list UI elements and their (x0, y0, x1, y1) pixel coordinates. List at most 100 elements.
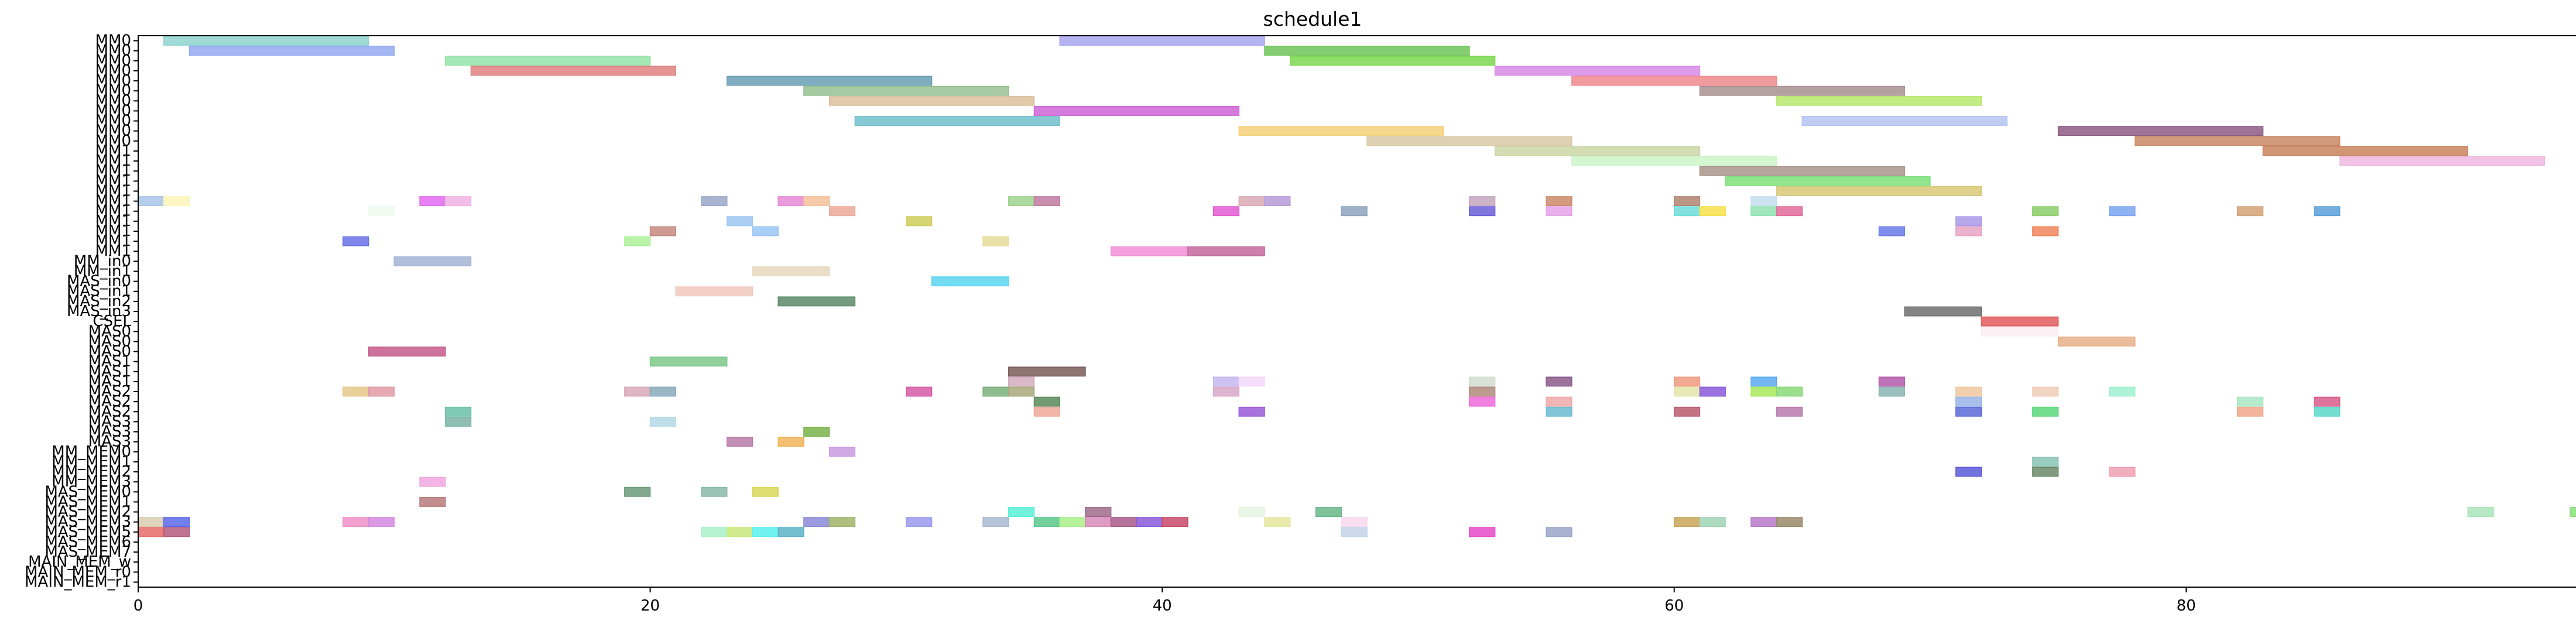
gantt-bar (777, 437, 804, 447)
gantt-bar (2135, 136, 2341, 146)
gantt-bar (1673, 206, 1701, 217)
gantt-bar (1571, 156, 1777, 166)
gantt-bar (1289, 56, 1496, 66)
gantt-bar (906, 386, 933, 397)
y-axis: MM0MM0MM0MM0MM0MM0MM0MM0MM0MM0MM0MM1MM1M… (25, 32, 138, 591)
gantt-bar (1751, 196, 1777, 207)
gantt-bar (1008, 507, 1035, 517)
gantt-bar (2109, 206, 2136, 217)
gantt-bar (2570, 507, 2576, 517)
gantt-bar (1955, 467, 1982, 477)
gantt-bar (1673, 376, 1701, 387)
gantt-bar (1546, 396, 1573, 407)
gantt-bar (368, 347, 446, 357)
gantt-bar (1699, 517, 1726, 527)
gantt-bar (854, 116, 1060, 126)
y-tick-label: MM0 (95, 62, 131, 80)
gantt-bar (1238, 406, 1265, 417)
gantt-bar (1751, 376, 1777, 387)
gantt-bar (777, 196, 804, 207)
gantt-bar (1341, 206, 1368, 217)
y-tick-label: MM1 (95, 182, 131, 200)
y-tick-label: MM0 (95, 52, 131, 70)
gantt-bar (752, 527, 779, 537)
gantt-bar (1110, 246, 1188, 256)
gantt-bar (828, 206, 856, 217)
gantt-bar (2032, 386, 2059, 397)
gantt-bar (1469, 376, 1496, 387)
gantt-bar (419, 477, 446, 487)
gantt-bar (752, 486, 779, 497)
gantt-bar (624, 486, 651, 497)
gantt-bar (444, 416, 472, 427)
gantt-bar (368, 517, 395, 527)
gantt-bar (1212, 206, 1240, 217)
gantt-bar (1008, 196, 1035, 207)
gantt-bar (1033, 105, 1240, 116)
gantt-bar (1776, 95, 1982, 106)
gantt-bar (1238, 196, 1265, 207)
gantt-bar (1187, 246, 1265, 256)
gantt-bar (1546, 376, 1573, 387)
y-tick-label: MM0 (95, 112, 131, 130)
gantt-bar (828, 517, 856, 527)
gantt-bar (1878, 226, 1905, 236)
gantt-bar (1033, 196, 1060, 207)
gantt-bar (1981, 326, 2059, 337)
gantt-bar (649, 386, 677, 397)
gantt-bar (624, 386, 651, 397)
gantt-bar (1469, 396, 1496, 407)
gantt-bar (2314, 406, 2341, 417)
gantt-bar (1571, 76, 1777, 86)
gantt-bar (1699, 206, 1726, 217)
gantt-bar (1264, 517, 1291, 527)
gantt-bar (2314, 396, 2341, 407)
gantt-bar (1673, 517, 1701, 527)
y-tick-label: MM_in1 (74, 262, 131, 280)
y-tick-label: MM1 (95, 232, 131, 250)
gantt-bar (470, 66, 677, 76)
y-tick-label: MM0 (95, 92, 131, 109)
gantt-bar (649, 357, 728, 367)
x-tick-label: 0 (133, 597, 143, 615)
gantt-bar (2032, 406, 2059, 417)
gantt-bar (2032, 467, 2059, 477)
gantt-bar (2262, 146, 2468, 156)
y-tick-label: MAS0 (88, 343, 131, 361)
gantt-bar (2236, 406, 2264, 417)
gantt-bar (342, 386, 369, 397)
y-tick-label: CSEL (93, 313, 131, 330)
x-tick-label: 20 (640, 597, 660, 615)
y-tick-label: MM_MEM3 (52, 473, 131, 491)
gantt-bar (1366, 136, 1573, 146)
gantt-bar (726, 216, 753, 227)
gantt-bar (1033, 396, 1060, 407)
gantt-bar (803, 85, 1009, 96)
x-tick-label: 80 (2177, 597, 2196, 615)
gantt-bar (1904, 306, 1982, 317)
x-tick-label: 40 (1153, 597, 1172, 615)
gantt-bar (1212, 386, 1240, 397)
y-tick-label: MM_MEM0 (52, 443, 131, 461)
gantt-bar (649, 416, 677, 427)
gantt-bar (1059, 517, 1086, 527)
gantt-bar (1878, 376, 1905, 387)
gantt-bar (2032, 226, 2059, 236)
y-tick-label: MM_in0 (74, 252, 131, 270)
gantt-bar (1546, 527, 1573, 537)
y-tick-label: MAS3 (88, 433, 131, 451)
gantt-bar (1008, 386, 1035, 397)
gantt-bar (1751, 386, 1777, 397)
gantt-bar (419, 196, 446, 207)
gantt-bar (1673, 406, 1701, 417)
gantt-bar (752, 226, 779, 236)
gantt-bar (1955, 226, 1982, 236)
gantt-bar (1751, 517, 1777, 527)
gantt-bar (803, 517, 830, 527)
gantt-bar (982, 236, 1009, 246)
gantt-bar (1546, 206, 1573, 217)
gantt-bar (1955, 386, 1982, 397)
gantt-bar (2057, 336, 2136, 347)
gantt-bar (777, 296, 856, 307)
gantt-bar (368, 386, 395, 397)
